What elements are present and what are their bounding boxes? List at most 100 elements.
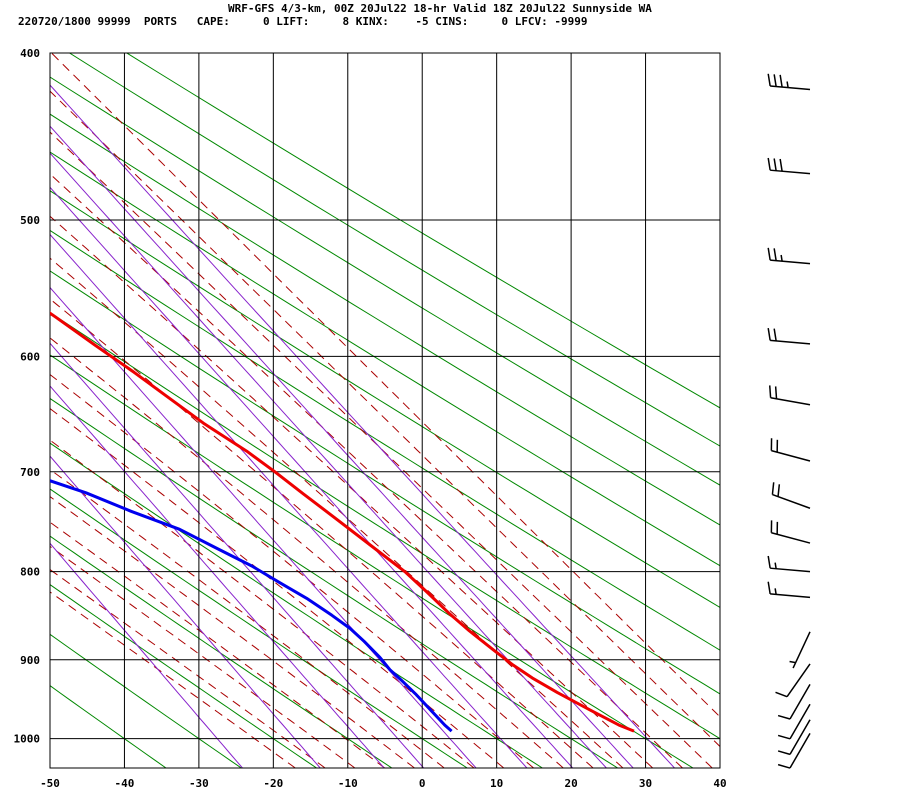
- wind-barb-staff: [792, 631, 811, 669]
- wind-barb-staff: [770, 339, 811, 345]
- wind-barb: [767, 581, 811, 599]
- wind-barb-feather: [774, 386, 778, 399]
- wind-barb-half-feather: [774, 562, 777, 569]
- wind-barb: [767, 247, 811, 265]
- wind-barb: [768, 385, 811, 406]
- dry-adiabat: [50, 442, 543, 768]
- wind-barb: [767, 73, 811, 91]
- wind-barb-feather: [767, 581, 771, 595]
- dry-adiabat: [50, 190, 720, 609]
- x-tick-label: -10: [338, 777, 358, 790]
- wind-barb-feather: [771, 482, 775, 495]
- dewpoint-profile: [50, 479, 453, 733]
- y-tick-label: 700: [20, 466, 40, 479]
- mixing-ratio-line: [50, 186, 574, 768]
- y-tick-label: 900: [20, 654, 40, 667]
- wind-barb-feather: [777, 484, 781, 497]
- y-tick-label: 500: [20, 214, 40, 227]
- mixing-ratio-line: [50, 385, 385, 768]
- wind-barb: [767, 555, 811, 573]
- wind-barb: [771, 482, 811, 509]
- wind-barb-feather: [768, 385, 772, 398]
- wind-barb-feather: [767, 555, 771, 569]
- y-tick-label: 400: [20, 47, 40, 60]
- y-tick-label: 600: [20, 350, 40, 363]
- mixing-ratio-line: [50, 342, 425, 768]
- wind-barb: [770, 438, 811, 462]
- dry-adiabat: [50, 583, 317, 768]
- wind-barb-staff: [770, 85, 811, 91]
- moist-adiabat: [50, 521, 386, 768]
- wind-barb-feather: [779, 158, 783, 172]
- x-tick-label: -30: [189, 777, 209, 790]
- wind-barb-staff: [789, 733, 811, 769]
- wind-barb-staff: [786, 663, 811, 698]
- wind-barb-staff: [770, 259, 811, 265]
- wind-barb: [777, 703, 811, 740]
- dry-adiabat: [50, 270, 720, 695]
- wind-barb: [767, 157, 811, 175]
- wind-barb-staff: [771, 531, 811, 544]
- wind-barb-staff: [770, 169, 811, 175]
- moist-adiabat: [50, 407, 505, 768]
- dry-adiabat: [50, 685, 167, 768]
- moist-adiabat: [50, 337, 564, 768]
- wind-barb: [767, 328, 811, 345]
- wind-barb: [775, 663, 811, 698]
- wind-barb-staff: [770, 593, 811, 599]
- moist-adiabat: [50, 568, 326, 768]
- dry-adiabat: [50, 76, 720, 486]
- moist-adiabat: [50, 173, 683, 768]
- wind-barb-staff: [772, 493, 811, 509]
- wind-barb-half-feather: [774, 588, 777, 595]
- x-tick-label: 20: [564, 777, 577, 790]
- x-tick-label: 40: [713, 777, 726, 790]
- mixing-ratio-line: [50, 233, 528, 768]
- x-tick-label: 30: [639, 777, 652, 790]
- mixing-ratio-line: [50, 152, 607, 768]
- wind-barb-feather: [777, 714, 791, 720]
- temperature-profile: [50, 311, 635, 733]
- wind-barb-feather: [777, 734, 791, 740]
- dry-adiabat: [50, 311, 720, 740]
- wind-barb-half-feather: [789, 660, 796, 664]
- dry-adiabat: [50, 354, 694, 768]
- wind-barb: [777, 683, 811, 720]
- wind-barb-staff: [771, 449, 811, 462]
- dry-adiabat: [69, 53, 720, 447]
- wind-barb-half-feather: [786, 81, 789, 88]
- stability-indices: 220720/1800 99999 PORTS CAPE: 0 LIFT: 8 …: [18, 15, 588, 28]
- mixing-ratio-line: [50, 286, 477, 768]
- mixing-ratio-line: [50, 84, 675, 768]
- y-tick-label: 800: [20, 566, 40, 579]
- dry-adiabat: [50, 535, 393, 768]
- wind-barb-feather: [767, 247, 771, 261]
- wind-barb: [777, 719, 811, 756]
- moist-adiabat: [50, 298, 594, 768]
- wind-barb: [770, 520, 811, 544]
- wind-barb-half-feather: [780, 254, 783, 262]
- y-tick-label: 1000: [14, 733, 41, 746]
- dry-adiabat: [50, 113, 720, 526]
- moist-adiabat: [51, 53, 720, 718]
- wind-barb-staff: [770, 567, 811, 573]
- wind-barb-feather: [777, 763, 791, 769]
- mixing-ratio-line: [50, 542, 243, 768]
- wind-barb-feather: [773, 158, 777, 171]
- x-tick-label: -40: [115, 777, 135, 790]
- wind-barb-staff: [789, 683, 811, 720]
- chart-title: WRF-GFS 4/3-km, 00Z 20Jul22 18-hr Valid …: [228, 2, 652, 15]
- wind-barb-feather: [767, 157, 771, 171]
- moist-adiabat: [50, 373, 534, 768]
- dry-adiabat: [50, 229, 720, 651]
- wind-barb-feather: [779, 74, 783, 88]
- wind-barb-feather: [777, 750, 791, 756]
- wind-barb: [777, 733, 811, 769]
- x-tick-label: -20: [263, 777, 283, 790]
- x-tick-label: 10: [490, 777, 503, 790]
- moist-adiabat: [50, 468, 445, 768]
- wind-barb-staff: [789, 719, 811, 755]
- wind-barb-feather: [775, 691, 788, 698]
- dry-adiabat: [50, 151, 720, 567]
